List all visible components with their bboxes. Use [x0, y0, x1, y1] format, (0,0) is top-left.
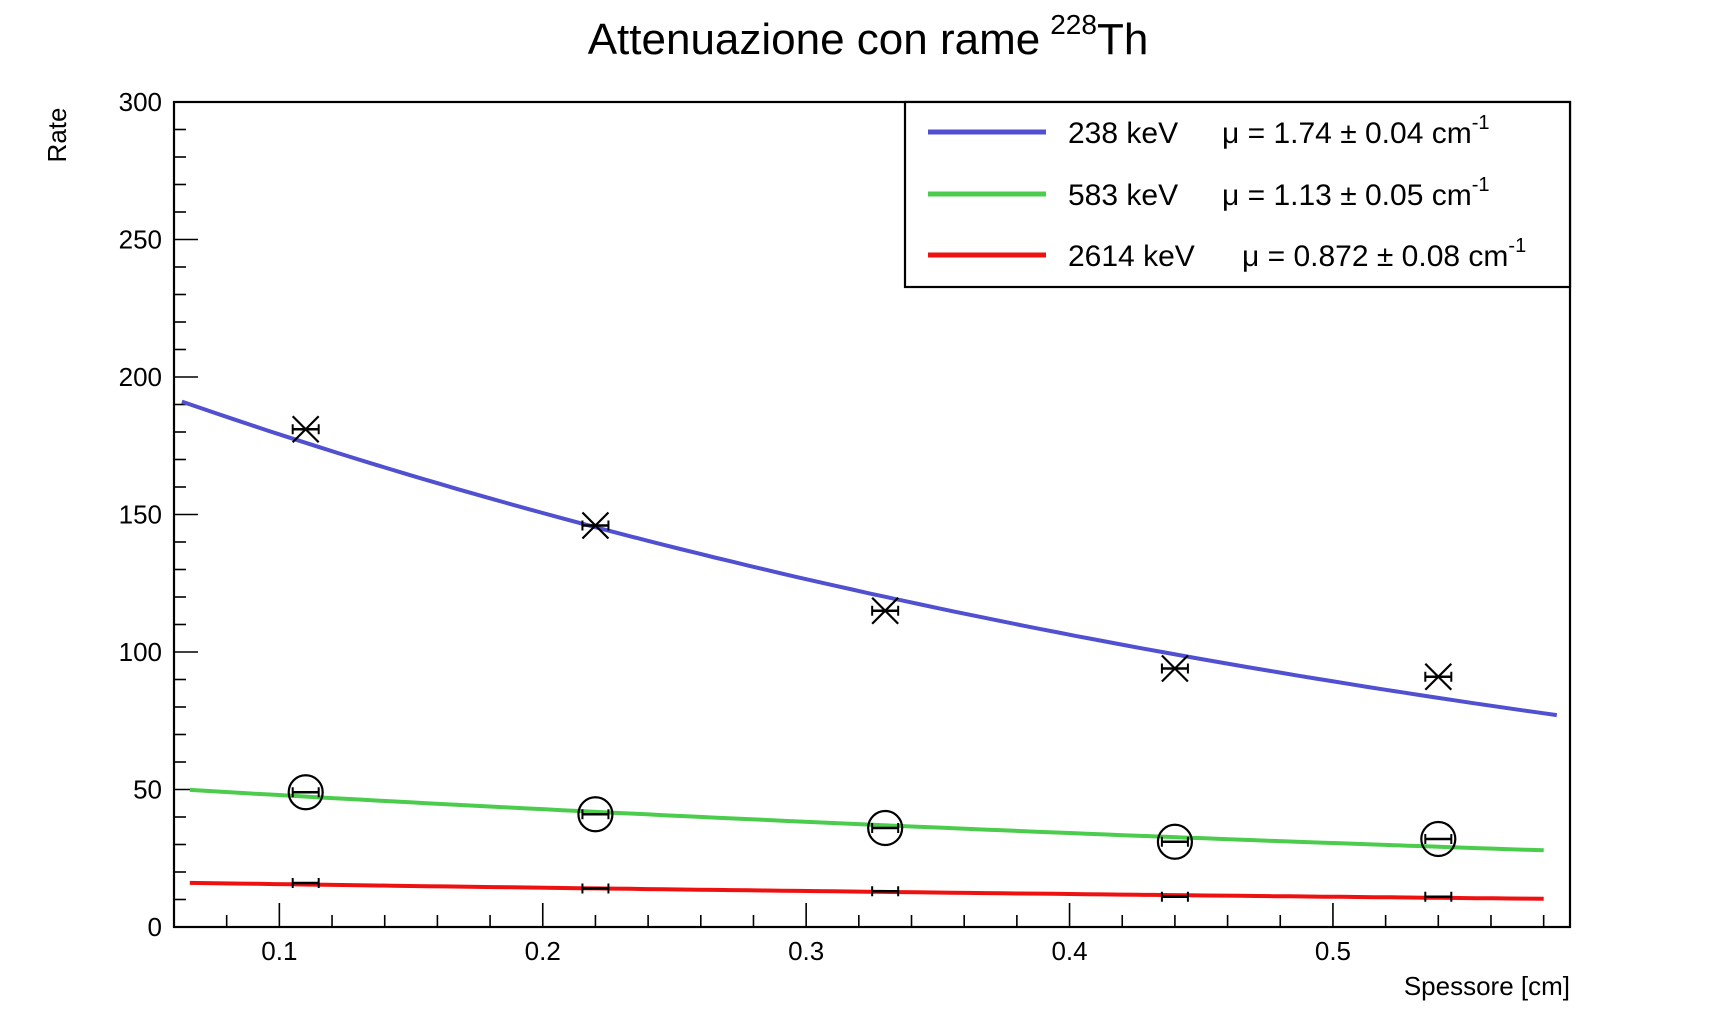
legend-label-series-3: 2614 keV	[1068, 240, 1195, 273]
y-tick-label: 0	[148, 912, 162, 942]
data-point-series-2	[577, 796, 614, 833]
fit-curves	[181, 399, 1558, 901]
circle-marker	[1420, 820, 1457, 858]
data-point-series-3	[1424, 891, 1453, 902]
legend-mu-series-2: μ = 1.13 ± 0.05 cm-1	[1222, 174, 1490, 212]
x-marker	[1161, 654, 1189, 683]
legend-mu-unit-exponent: -1	[1472, 174, 1490, 196]
data-point-series-1	[581, 511, 610, 540]
data-point-series-3	[291, 878, 320, 888]
circle-marker	[577, 796, 614, 833]
x-axis-label: Spessore [cm]	[1404, 971, 1570, 1001]
data-point-series-1	[1424, 662, 1453, 691]
data-point-series-3	[871, 886, 900, 897]
x-marker	[581, 511, 610, 540]
y-tick-label: 50	[133, 775, 162, 805]
x-tick-label: 0.4	[1051, 936, 1087, 966]
legend-mu-series-3: μ = 0.872 ± 0.08 cm-1	[1242, 235, 1526, 273]
x-axis-ticks: 0.1 0.2 0.3 0.4 0.5	[173, 903, 1545, 966]
fit-curve-series-2	[189, 787, 1544, 853]
legend-mu-value: μ = 1.74 ± 0.04 cm	[1222, 117, 1472, 150]
circle-marker	[1156, 823, 1194, 860]
x-marker	[291, 415, 320, 444]
circle-marker	[867, 809, 904, 847]
legend-mu-unit-exponent: -1	[1472, 112, 1490, 134]
x-tick-label: 0.1	[261, 936, 297, 966]
y-tick-label: 100	[119, 637, 162, 667]
data-point-series-3	[581, 883, 610, 894]
y-axis-ticks: 0 50 100 150 200 250 300	[119, 87, 198, 942]
data-points	[287, 415, 1457, 902]
legend-mu-value: μ = 1.13 ± 0.05 cm	[1222, 179, 1472, 212]
x-tick-label: 0.2	[525, 936, 561, 966]
y-tick-label: 200	[119, 362, 162, 392]
circle-marker	[287, 774, 324, 811]
data-point-series-2	[287, 774, 324, 811]
legend-label-series-2: 583 keV	[1068, 179, 1178, 212]
legend-mu-series-1: μ = 1.74 ± 0.04 cm-1	[1222, 112, 1490, 150]
data-point-series-2	[1156, 823, 1194, 860]
y-tick-label: 300	[119, 87, 162, 117]
x-marker	[1424, 662, 1453, 691]
x-tick-label: 0.3	[788, 936, 824, 966]
fit-curve-series-3	[189, 880, 1544, 901]
data-point-series-1	[871, 596, 900, 625]
data-point-series-2	[1420, 820, 1457, 858]
data-point-series-2	[867, 809, 904, 847]
chart-title-suffix: Th	[1097, 15, 1148, 64]
fit-curve-series-1	[181, 399, 1558, 718]
legend-mu-unit-exponent: -1	[1508, 235, 1526, 257]
data-point-series-3	[1160, 891, 1189, 902]
y-tick-label: 150	[119, 500, 162, 530]
y-tick-label: 250	[119, 225, 162, 255]
y-axis-label: Rate	[42, 108, 72, 163]
chart-title: Attenuazione con rame 228Th	[588, 9, 1149, 64]
data-point-series-1	[291, 415, 320, 444]
legend-label-series-1: 238 keV	[1068, 117, 1178, 150]
data-point-series-1	[1160, 654, 1189, 683]
x-marker	[871, 596, 899, 625]
chart-title-superscript: 228	[1050, 9, 1097, 40]
chart-title-main: Attenuazione con rame	[588, 15, 1041, 64]
legend-mu-value: μ = 0.872 ± 0.08 cm	[1242, 240, 1508, 273]
x-tick-label: 0.5	[1315, 936, 1351, 966]
